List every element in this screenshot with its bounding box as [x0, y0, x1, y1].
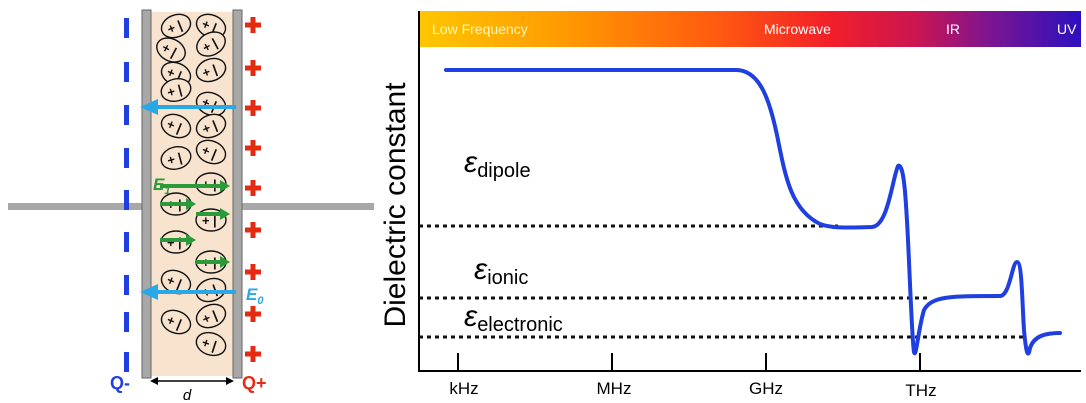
negative-charge-dash [124, 18, 129, 38]
dipole-molecule: +| [160, 309, 192, 335]
applied-field-label: E0 [246, 285, 264, 307]
applied-field-arrows [140, 99, 236, 300]
dipole-molecule: +| [160, 145, 192, 171]
epsilon-ionic-label: εionic [474, 253, 528, 289]
positive-charge-label: Q+ [242, 373, 267, 393]
negative-charge-dash [124, 190, 129, 210]
negative-charge-dash [124, 62, 129, 82]
positive-charge-sign [245, 180, 261, 196]
dipole-molecule: +| [160, 269, 192, 295]
svg-text:|: | [210, 146, 219, 161]
negative-charge-dash [124, 312, 129, 332]
dipole-molecule: +| [160, 113, 192, 139]
svg-text:|: | [213, 213, 217, 228]
induced-field-arrow [196, 208, 230, 220]
dielectric-curve [444, 68, 1062, 356]
dipole-molecule: +| [195, 57, 227, 83]
positive-charge-sign [245, 100, 261, 116]
reference-lines [419, 224, 1025, 339]
svg-text:|: | [210, 281, 219, 296]
negative-charge-dash [124, 275, 129, 295]
positive-charge-sign [245, 60, 261, 76]
induced-field-arrow [160, 180, 230, 192]
svg-text:|: | [209, 35, 219, 50]
svg-text:|: | [175, 120, 184, 135]
induced-field-arrow [196, 256, 230, 268]
svg-text:+: + [167, 235, 175, 250]
positive-charge-sign [245, 346, 261, 362]
svg-text:+: + [202, 213, 210, 228]
svg-text:|: | [175, 68, 184, 83]
spectrum-bar [419, 11, 1081, 47]
dipoles: +|+|+|+|+|+|+|+|+|+|+|+|+|+|+|+|+|+|+|+|… [156, 13, 230, 357]
induced-field-arrow [160, 198, 196, 210]
plot-panel: Low Frequency Microwave IR UV Dielectric… [379, 11, 1081, 400]
negative-charge-label: Q- [110, 373, 130, 393]
tick-thz: THz [905, 381, 936, 400]
induced-field-label: E1 [153, 175, 170, 197]
svg-text:|: | [210, 117, 219, 132]
dipole-molecule: +| [160, 77, 192, 103]
svg-text:|: | [175, 276, 184, 291]
negative-charge-dash [124, 105, 129, 125]
positive-charge-sign [245, 140, 261, 156]
negative-charges [124, 18, 129, 372]
positive-charge-sign [245, 264, 261, 280]
svg-text:|: | [176, 82, 183, 97]
svg-text:+: + [165, 151, 177, 168]
svg-text:+: + [165, 83, 177, 100]
band-ir: IR [946, 21, 960, 37]
negative-charge-dash [124, 148, 129, 168]
dipole-molecule: +| [160, 13, 192, 39]
dipole-molecule: +| [195, 113, 227, 139]
svg-text:|: | [210, 20, 219, 35]
dipole-molecule: +| [195, 303, 227, 329]
negative-charge-dash [124, 232, 129, 252]
dipole-molecule: +| [195, 139, 227, 165]
tick-mhz: MHz [597, 379, 632, 398]
dipole-molecule: +| [156, 37, 186, 63]
svg-text:|: | [210, 338, 218, 353]
dipole-molecule: +| [195, 331, 227, 357]
epsilon-electronic-label: εelectronic [464, 300, 563, 336]
dipole-molecule: +| [196, 31, 226, 57]
band-uv: UV [1057, 21, 1077, 37]
svg-text:|: | [176, 150, 183, 165]
dipole-molecule: +| [160, 61, 192, 87]
positive-charge-sign [245, 17, 261, 33]
positive-plate [232, 9, 243, 379]
tick-khz: kHz [449, 379, 478, 398]
negative-plate [141, 9, 152, 379]
induced-field-arrow [160, 234, 196, 246]
positive-charge-sign [245, 222, 261, 238]
svg-text:|: | [178, 235, 182, 250]
y-axis-label: Dielectric constant [379, 82, 412, 328]
band-microwave: Microwave [764, 21, 831, 37]
x-ticks: kHz MHz GHz THz [449, 353, 937, 400]
svg-text:|: | [210, 61, 219, 76]
gap-label: d [183, 387, 192, 403]
svg-text:|: | [169, 45, 179, 60]
band-low-frequency: Low Frequency [432, 21, 528, 37]
capacitor-panel: +|+|+|+|+|+|+|+|+|+|+|+|+|+|+|+|+|+|+|+|… [8, 9, 374, 403]
epsilon-dipole-label: εdipole [464, 146, 531, 182]
gap-dimension: d [150, 377, 234, 403]
positive-charge-sign [245, 306, 261, 322]
positive-charges [245, 17, 261, 362]
tick-ghz: GHz [749, 379, 783, 398]
negative-charge-dash [124, 352, 129, 372]
svg-text:|: | [175, 17, 184, 32]
svg-text:|: | [175, 316, 184, 331]
svg-text:|: | [210, 307, 219, 322]
